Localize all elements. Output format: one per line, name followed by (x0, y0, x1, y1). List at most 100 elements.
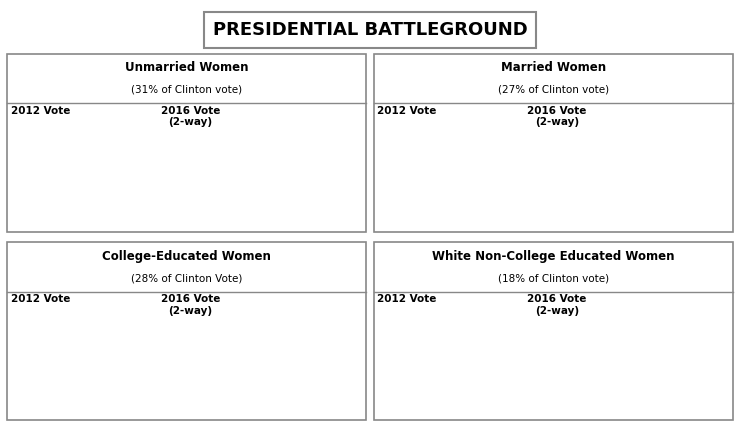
Text: 10: 10 (211, 152, 229, 165)
Text: 53: 53 (395, 176, 412, 189)
Text: Trump: Trump (663, 173, 691, 182)
Text: (27% of Clinton vote): (27% of Clinton vote) (497, 85, 609, 94)
Text: 2012 Vote: 2012 Vote (377, 106, 437, 116)
Text: Obama: Obama (494, 143, 526, 152)
Text: Obama: Obama (127, 143, 160, 152)
Text: 50: 50 (568, 374, 585, 387)
Wedge shape (45, 332, 92, 402)
Bar (280, 328, 292, 344)
Text: 63: 63 (237, 181, 254, 193)
Bar (112, 170, 123, 185)
Text: 43: 43 (29, 357, 46, 370)
Text: College-Educated Women: College-Educated Women (102, 250, 272, 263)
Text: Clinton: Clinton (663, 143, 695, 152)
Text: 2016 Vote
(2-way): 2016 Vote (2-way) (527, 106, 586, 127)
Text: Other/DK
/Refused: Other/DK /Refused (663, 387, 704, 406)
Bar (280, 359, 292, 374)
Text: 2012 Vote: 2012 Vote (377, 294, 437, 305)
Text: (18% of Clinton vote): (18% of Clinton vote) (497, 273, 609, 283)
Text: (28% of Clinton Vote): (28% of Clinton Vote) (131, 273, 243, 283)
Wedge shape (23, 144, 58, 197)
Bar (647, 328, 658, 344)
Text: 2016 Vote
(2-way): 2016 Vote (2-way) (161, 294, 220, 316)
Wedge shape (204, 332, 226, 367)
Wedge shape (29, 144, 92, 213)
Text: 2016 Vote
(2-way): 2016 Vote (2-way) (527, 294, 586, 316)
Text: 33: 33 (30, 163, 48, 175)
Wedge shape (424, 332, 458, 394)
Text: Romney: Romney (127, 362, 164, 371)
Text: 11: 11 (577, 341, 594, 354)
Text: Romney: Romney (494, 362, 531, 371)
Wedge shape (424, 144, 458, 211)
Text: Clinton: Clinton (297, 332, 329, 341)
Text: Clinton: Clinton (663, 332, 695, 341)
Text: PRESIDENTIAL BATTLEGROUND: PRESIDENTIAL BATTLEGROUND (212, 21, 528, 39)
Wedge shape (593, 144, 627, 211)
Text: 59: 59 (397, 369, 414, 382)
Bar (478, 359, 489, 374)
Bar (112, 139, 123, 155)
Bar (478, 139, 489, 155)
Bar (112, 389, 123, 404)
Text: 2012 Vote: 2012 Vote (11, 294, 70, 305)
Bar (647, 200, 658, 215)
Text: Romney: Romney (494, 173, 531, 182)
Text: Other/DK
/Refused: Other/DK /Refused (663, 198, 704, 218)
Text: Trump: Trump (297, 173, 325, 182)
Bar (112, 328, 123, 344)
Text: 2016 Vote
(2-way): 2016 Vote (2-way) (161, 106, 220, 127)
Wedge shape (201, 144, 260, 213)
Wedge shape (571, 332, 593, 367)
Text: White Non-College Educated Women: White Non-College Educated Women (432, 250, 674, 263)
Text: 45: 45 (605, 168, 622, 181)
Wedge shape (558, 341, 615, 402)
Text: 11: 11 (211, 341, 228, 354)
Text: Romney: Romney (127, 173, 164, 182)
Wedge shape (206, 144, 226, 178)
Bar (478, 328, 489, 344)
Text: 45: 45 (436, 169, 453, 181)
Bar (112, 359, 123, 374)
Wedge shape (420, 144, 424, 178)
Bar (280, 200, 292, 215)
Wedge shape (389, 144, 434, 213)
Wedge shape (573, 144, 593, 178)
Wedge shape (558, 150, 604, 213)
Text: 56: 56 (70, 365, 87, 378)
Bar (280, 139, 292, 155)
Text: Other/DK
/Refused: Other/DK /Refused (494, 387, 536, 406)
Text: (31% of Clinton vote): (31% of Clinton vote) (131, 85, 243, 94)
Text: Obama: Obama (127, 332, 160, 341)
Wedge shape (593, 332, 627, 394)
Text: 39: 39 (603, 353, 621, 367)
Text: Other/DK
/Refused: Other/DK /Refused (297, 198, 338, 218)
Bar (478, 170, 489, 185)
Text: Trump: Trump (297, 362, 325, 371)
Bar (647, 139, 658, 155)
Text: 32: 32 (197, 363, 215, 376)
Bar (478, 200, 489, 215)
Text: 39: 39 (435, 353, 452, 367)
Wedge shape (192, 151, 226, 201)
Text: Obama: Obama (494, 332, 526, 341)
Text: Other/DK
/Refused: Other/DK /Refused (494, 198, 536, 218)
Bar (478, 389, 489, 404)
Bar (112, 200, 123, 215)
Bar (647, 389, 658, 404)
Bar (280, 170, 292, 185)
Text: 10: 10 (577, 152, 595, 165)
Text: 2012 Vote: 2012 Vote (11, 106, 70, 116)
Wedge shape (56, 332, 58, 367)
Wedge shape (389, 333, 446, 402)
Text: 46: 46 (565, 181, 583, 194)
Text: Other/DK
/Refused: Other/DK /Refused (127, 198, 169, 218)
Text: Clinton: Clinton (297, 143, 329, 152)
Bar (647, 359, 658, 374)
Wedge shape (212, 332, 260, 402)
Text: Other/DK
/Refused: Other/DK /Refused (297, 387, 338, 406)
Wedge shape (23, 333, 58, 399)
Bar (647, 170, 658, 185)
Bar (280, 389, 292, 404)
Wedge shape (420, 332, 424, 367)
